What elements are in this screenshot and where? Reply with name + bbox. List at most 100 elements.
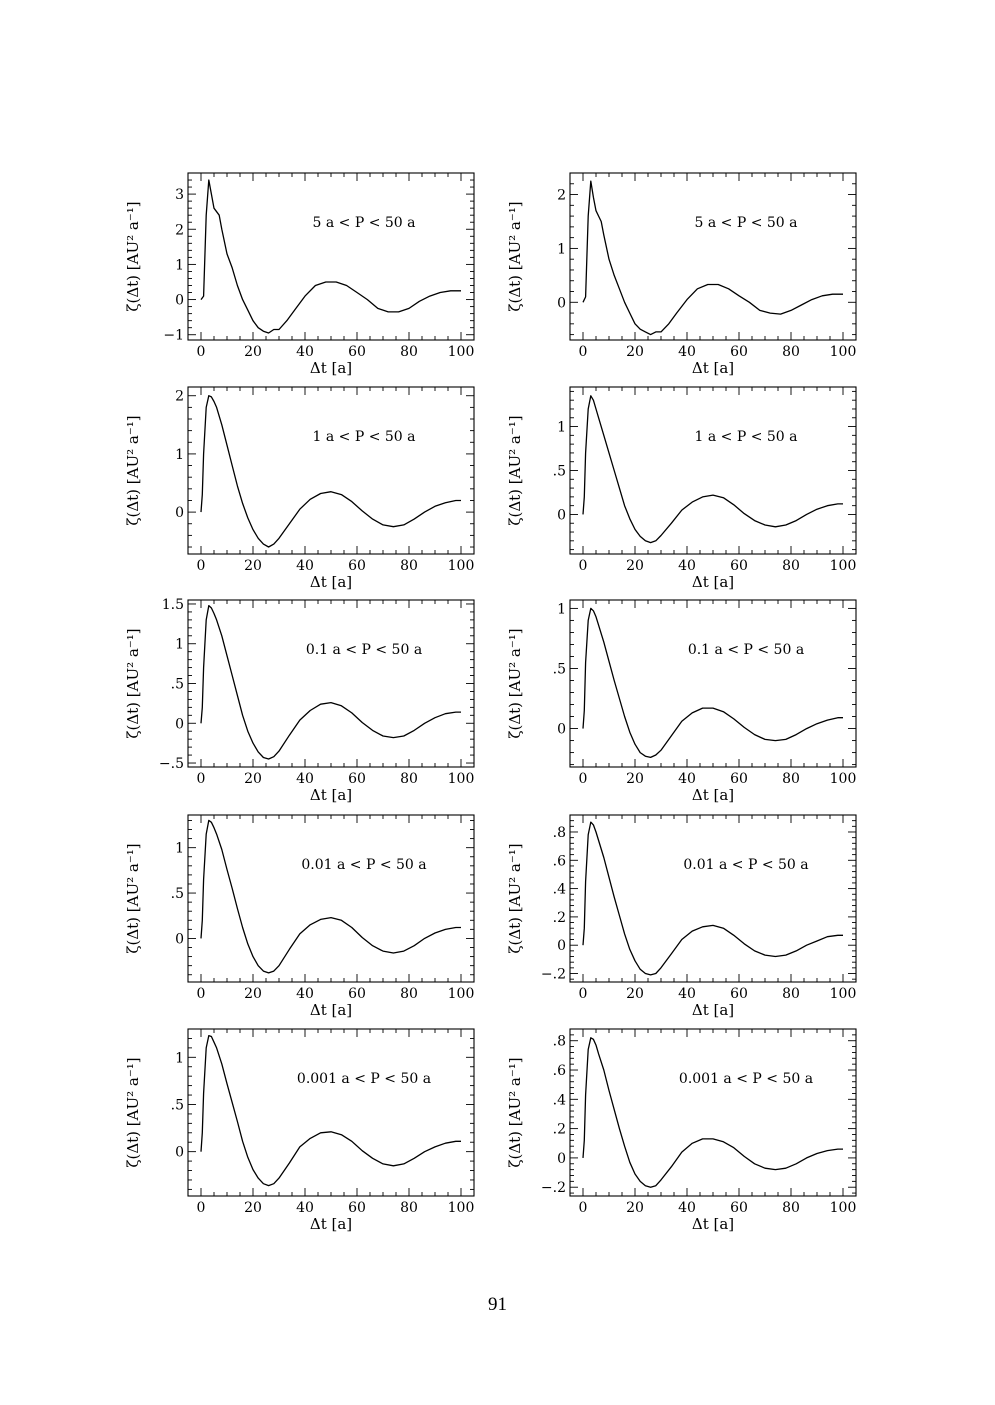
y-tick-label: 1 bbox=[175, 637, 184, 653]
y-tick-label: 0 bbox=[557, 1151, 566, 1167]
y-axis-label: ζ(Δt) [AU² a⁻¹] bbox=[506, 843, 524, 953]
x-tick-label: 60 bbox=[730, 986, 748, 1002]
y-tick-label: .5 bbox=[171, 886, 184, 902]
y-axis-label: ζ(Δt) [AU² a⁻¹] bbox=[506, 1057, 524, 1167]
y-tick-label: 0 bbox=[557, 507, 566, 523]
x-axis-label: Δt [a] bbox=[310, 1215, 352, 1233]
chart-panel-row2-left: 0 20 40 60 80 100 0 1 2 Δt [a] ζ(Δt) [AU² a⁻¹] 1 a … bbox=[124, 386, 475, 591]
correlation-curve bbox=[582, 395, 843, 544]
correlation-curve bbox=[200, 395, 461, 548]
period-range-annotation: 5 a < P < 50 a bbox=[695, 215, 798, 231]
y-tick-label: .6 bbox=[553, 1063, 566, 1079]
y-tick-label: 1.5 bbox=[162, 597, 184, 613]
x-tick-label: 80 bbox=[782, 344, 800, 360]
x-tick-label: 20 bbox=[626, 344, 644, 360]
x-tick-label: 20 bbox=[244, 986, 262, 1002]
y-tick-label: .5 bbox=[171, 1097, 184, 1113]
x-tick-label: 100 bbox=[830, 344, 857, 360]
y-tick-label: 0 bbox=[175, 931, 184, 947]
chart-panel-row1-right: 0 20 40 60 80 100 0 1 2 Δt [a] ζ(Δt) [AU² a⁻¹] 5 a … bbox=[506, 172, 857, 377]
y-tick-label: 0 bbox=[557, 295, 566, 311]
correlation-curve bbox=[582, 180, 843, 336]
y-axis-label: ζ(Δt) [AU² a⁻¹] bbox=[506, 415, 524, 525]
period-range-annotation: 0.001 a < P < 50 a bbox=[297, 1071, 431, 1087]
x-axis-label: Δt [a] bbox=[692, 573, 734, 591]
y-tick-label: 1 bbox=[557, 601, 566, 617]
x-tick-label: 40 bbox=[296, 344, 314, 360]
y-axis-label: ζ(Δt) [AU² a⁻¹] bbox=[506, 201, 524, 311]
x-tick-label: 0 bbox=[579, 344, 588, 360]
x-tick-label: 100 bbox=[448, 986, 475, 1002]
correlation-curve bbox=[200, 1034, 461, 1187]
y-tick-label: 1 bbox=[175, 841, 184, 857]
y-axis-label: ζ(Δt) [AU² a⁻¹] bbox=[506, 628, 524, 738]
x-tick-label: 40 bbox=[678, 558, 696, 574]
correlation-curve bbox=[582, 1037, 843, 1188]
x-tick-label: 40 bbox=[678, 986, 696, 1002]
chart-panel-row5-right: 0 20 40 60 80 100 −.2 0 .2 .4 .6 .8 Δt [a] ζ(Δt) [AU²… bbox=[506, 1028, 857, 1233]
x-tick-label: 40 bbox=[678, 344, 696, 360]
y-axis-label: ζ(Δt) [AU² a⁻¹] bbox=[124, 201, 142, 311]
y-tick-label: 1 bbox=[175, 447, 184, 463]
plot-frame bbox=[569, 386, 857, 555]
x-tick-label: 0 bbox=[579, 558, 588, 574]
x-tick-label: 40 bbox=[296, 558, 314, 574]
y-tick-label: 0 bbox=[175, 1145, 184, 1161]
correlation-curve bbox=[582, 607, 843, 759]
x-tick-label: 20 bbox=[244, 558, 262, 574]
x-tick-label: 60 bbox=[730, 344, 748, 360]
plot-frame bbox=[187, 599, 475, 768]
x-tick-label: 0 bbox=[197, 558, 206, 574]
x-tick-label: 100 bbox=[830, 986, 857, 1002]
x-tick-label: 0 bbox=[579, 1200, 588, 1216]
x-tick-label: 0 bbox=[197, 1200, 206, 1216]
y-tick-label: 3 bbox=[175, 187, 184, 203]
correlation-curve bbox=[200, 819, 461, 974]
chart-panel-row4-left: 0 20 40 60 80 100 0 .5 1 Δt [a] ζ(Δt) [AU² a⁻¹] 0.0… bbox=[124, 814, 475, 1019]
x-tick-label: 20 bbox=[626, 1200, 644, 1216]
plot-frame bbox=[569, 1028, 857, 1197]
x-tick-label: 80 bbox=[400, 771, 418, 787]
chart-panel-row5-left: 0 20 40 60 80 100 0 .5 1 Δt [a] ζ(Δt) [AU² a⁻¹] 0.0… bbox=[124, 1028, 475, 1233]
x-axis-label: Δt [a] bbox=[692, 359, 734, 377]
chart-panel-row4-right: 0 20 40 60 80 100 −.2 0 .2 .4 .6 .8 Δt [a] ζ(Δt) [AU²… bbox=[506, 814, 857, 1019]
y-axis-label: ζ(Δt) [AU² a⁻¹] bbox=[124, 843, 142, 953]
x-tick-label: 60 bbox=[348, 344, 366, 360]
chart-panel-row2-right: 0 20 40 60 80 100 0 .5 1 Δt [a] ζ(Δt) [AU² a⁻¹] 1 a… bbox=[506, 386, 857, 591]
x-tick-label: 60 bbox=[348, 1200, 366, 1216]
chart-panel-row3-left: 0 20 40 60 80 100 −.5 0 .5 1 1.5 Δt [a] ζ(Δt) [AU² a… bbox=[124, 597, 475, 804]
period-range-annotation: 0.01 a < P < 50 a bbox=[683, 857, 808, 873]
period-range-annotation: 0.001 a < P < 50 a bbox=[679, 1071, 813, 1087]
chart-panel-row1-left: 0 20 40 60 80 100 −1 0 1 2 3 Δt [a] ζ(Δt) [AU² a⁻¹] 5… bbox=[124, 172, 475, 377]
x-tick-label: 40 bbox=[678, 1200, 696, 1216]
y-tick-label: 1 bbox=[175, 1050, 184, 1066]
x-tick-label: 80 bbox=[782, 558, 800, 574]
x-tick-label: 80 bbox=[400, 1200, 418, 1216]
period-range-annotation: 5 a < P < 50 a bbox=[313, 215, 416, 231]
y-tick-label: .6 bbox=[553, 853, 566, 869]
y-tick-label: .5 bbox=[553, 661, 566, 677]
period-range-annotation: 0.1 a < P < 50 a bbox=[306, 642, 422, 658]
y-tick-label: .8 bbox=[553, 1034, 566, 1050]
x-tick-label: 20 bbox=[626, 771, 644, 787]
y-tick-label: .4 bbox=[553, 1092, 566, 1108]
x-tick-label: 100 bbox=[448, 771, 475, 787]
x-tick-label: 60 bbox=[730, 771, 748, 787]
x-axis-label: Δt [a] bbox=[310, 359, 352, 377]
y-tick-label: −.5 bbox=[159, 756, 184, 772]
x-axis-label: Δt [a] bbox=[310, 1001, 352, 1019]
x-tick-label: 0 bbox=[579, 986, 588, 1002]
x-tick-label: 80 bbox=[400, 344, 418, 360]
correlation-curve bbox=[582, 821, 843, 976]
x-tick-label: 100 bbox=[830, 558, 857, 574]
y-tick-label: .5 bbox=[171, 677, 184, 693]
x-tick-label: 20 bbox=[626, 986, 644, 1002]
y-tick-label: .5 bbox=[553, 464, 566, 480]
y-tick-label: 0 bbox=[175, 505, 184, 521]
y-axis-label: ζ(Δt) [AU² a⁻¹] bbox=[124, 415, 142, 525]
y-tick-label: 0 bbox=[175, 293, 184, 309]
y-tick-label: 1 bbox=[175, 257, 184, 273]
y-tick-label: 0 bbox=[557, 938, 566, 954]
y-tick-label: .4 bbox=[553, 882, 566, 898]
